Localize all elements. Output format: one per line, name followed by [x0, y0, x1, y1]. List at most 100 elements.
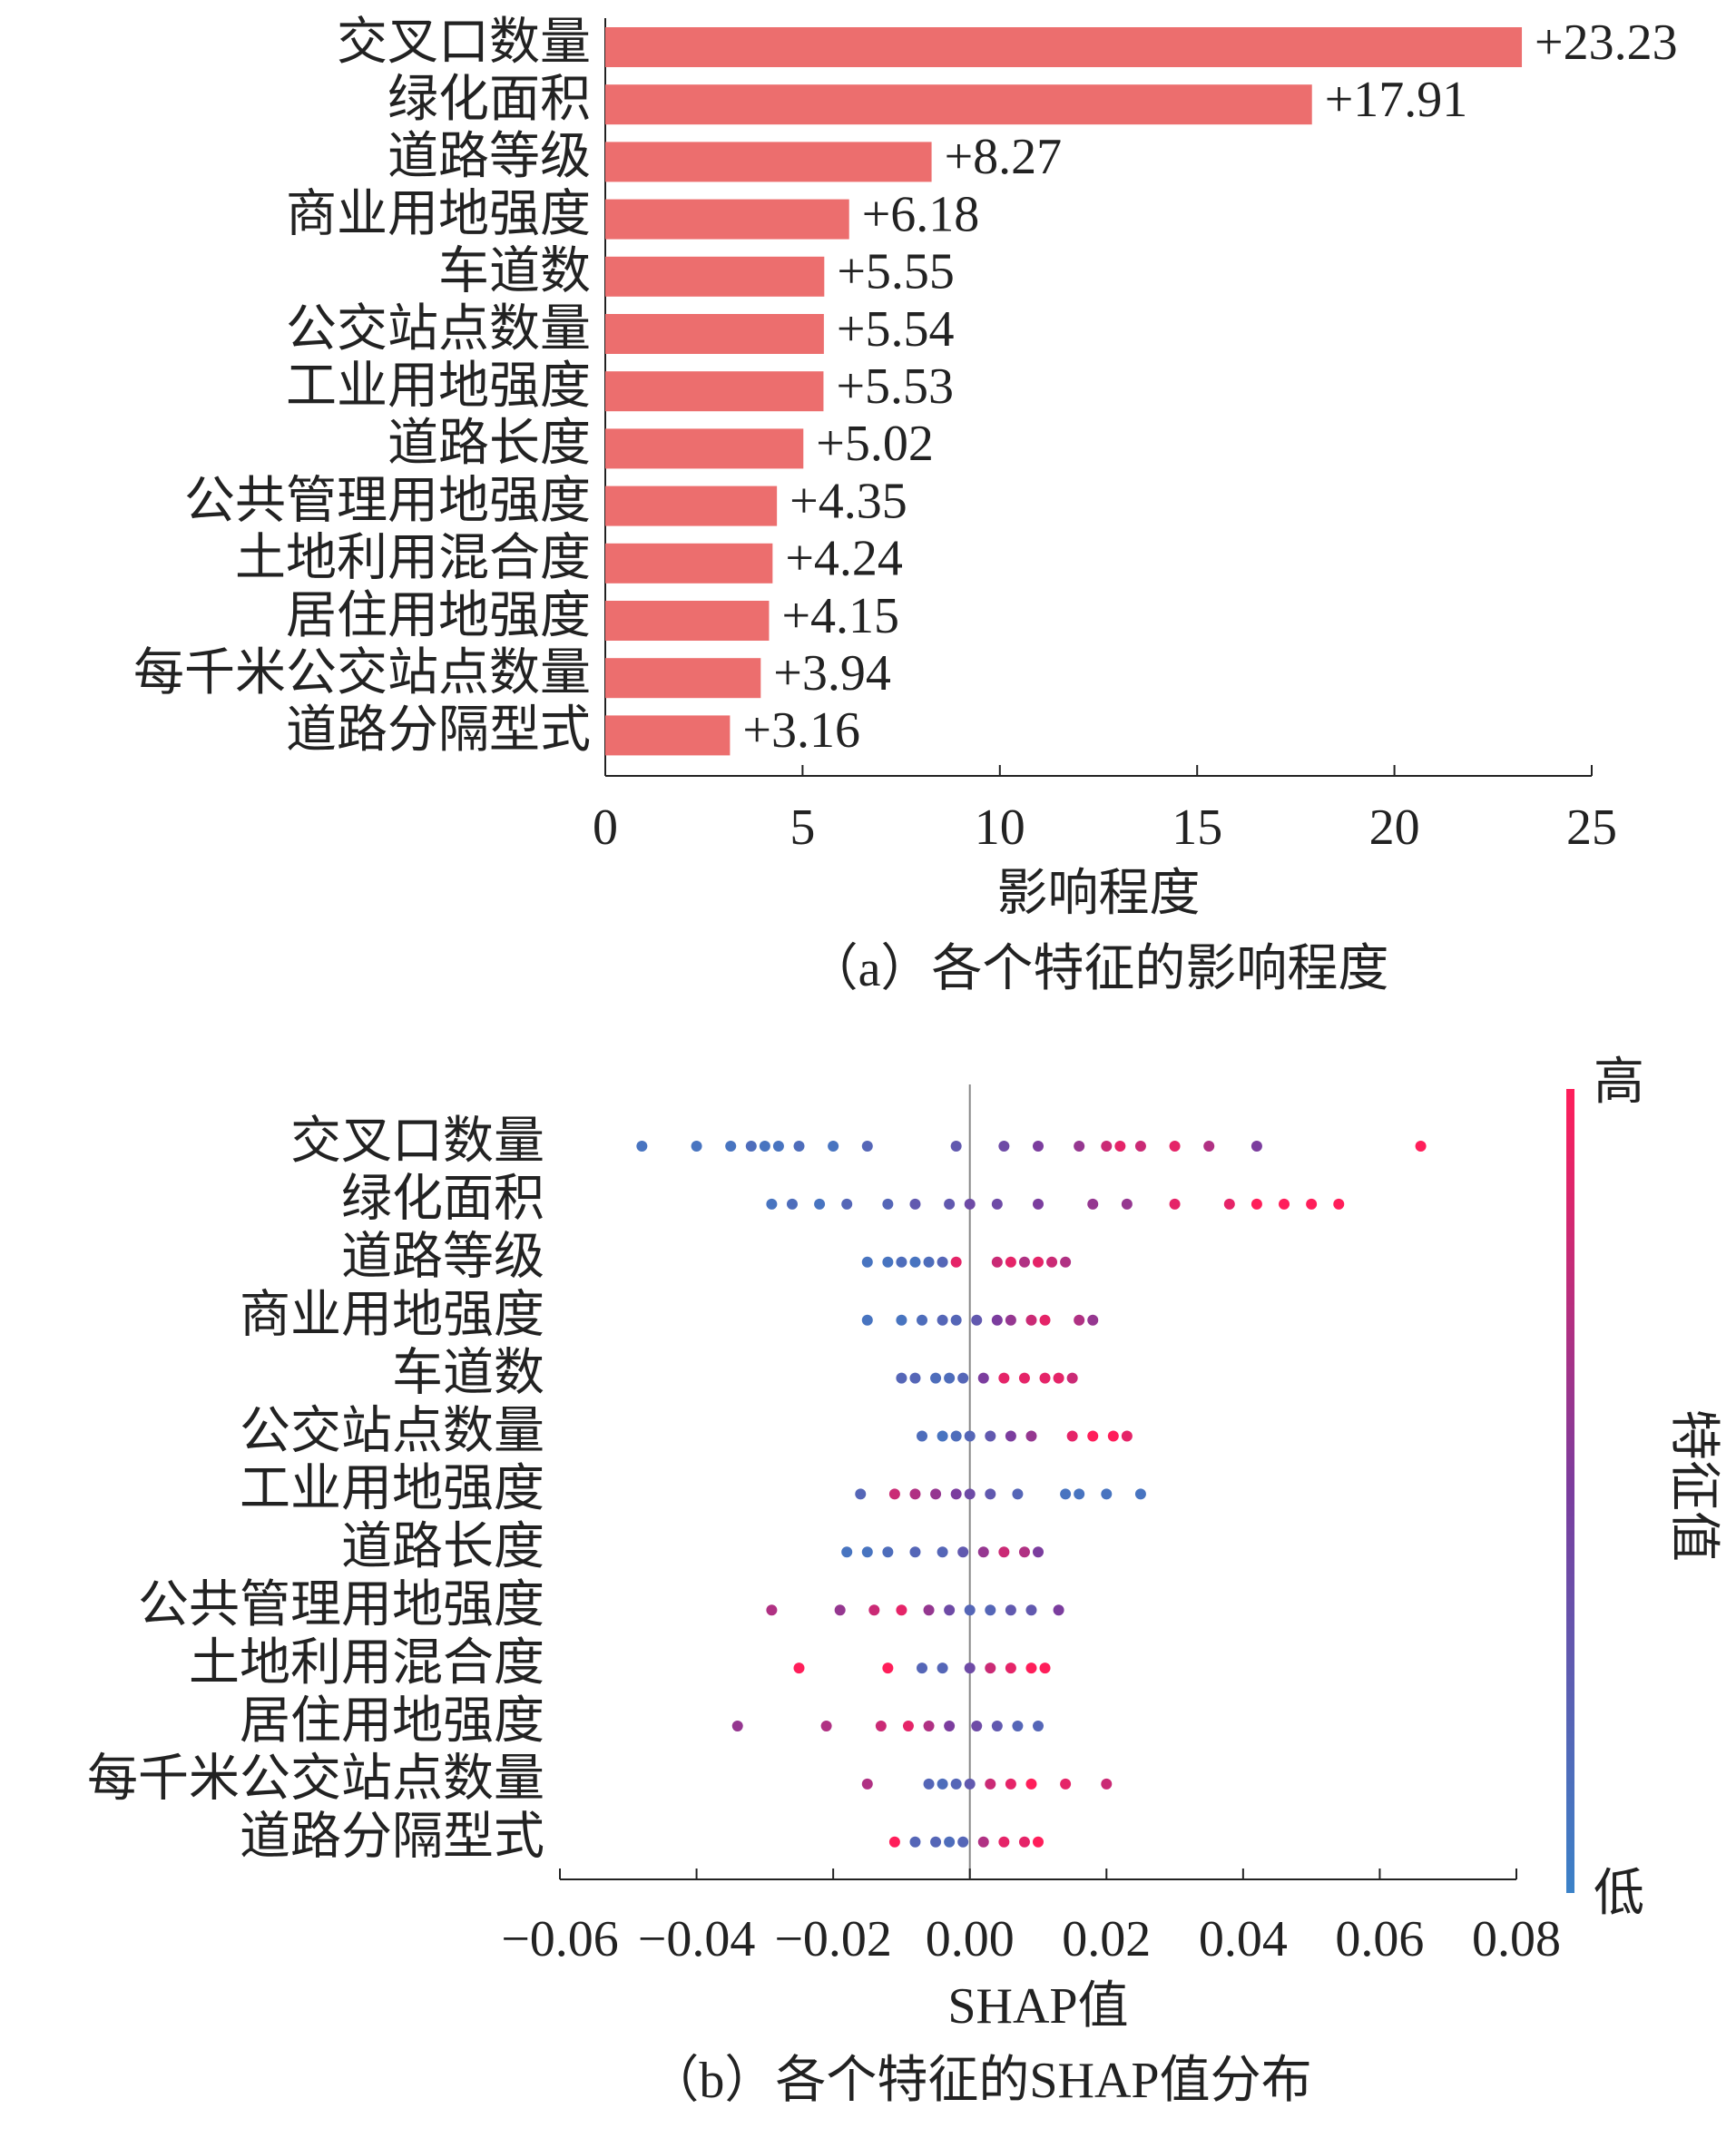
shap-point — [1101, 1488, 1113, 1500]
value-label: +3.94 — [773, 645, 891, 701]
shap-point — [1025, 1314, 1037, 1326]
shap-point — [1101, 1778, 1113, 1790]
bar — [605, 314, 824, 354]
shap-point — [1012, 1721, 1024, 1731]
shap-point — [991, 1721, 1003, 1731]
category-label: 车道数 — [392, 1345, 544, 1401]
shap-point — [896, 1314, 907, 1326]
shap-point — [950, 1141, 962, 1152]
shap-point — [793, 1662, 805, 1674]
shap-point — [902, 1721, 914, 1731]
shap-point — [923, 1256, 935, 1268]
x-tick-label: 10 — [975, 799, 1025, 856]
shap-point — [1066, 1430, 1078, 1442]
shap-point — [1025, 1604, 1037, 1616]
shap-point — [636, 1141, 648, 1152]
category-label: 交叉口数量 — [290, 1113, 544, 1170]
shap-point — [909, 1836, 921, 1848]
shap-point — [1223, 1198, 1235, 1210]
shap-point — [1039, 1372, 1051, 1384]
shap-point — [944, 1198, 956, 1210]
shap-point — [1101, 1141, 1113, 1152]
shap-point — [1025, 1662, 1037, 1674]
bar — [605, 601, 770, 641]
shap-point — [909, 1256, 921, 1268]
shap-point — [1039, 1314, 1051, 1326]
shap-point — [964, 1604, 976, 1616]
shap-point — [814, 1198, 826, 1210]
colorbar-high: 高 — [1594, 1054, 1644, 1111]
shap-point — [944, 1604, 956, 1616]
x-tick-label: 5 — [790, 799, 815, 856]
shap-point — [917, 1662, 928, 1674]
shap-point — [964, 1778, 976, 1790]
shap-point — [998, 1141, 1010, 1152]
caption: （a）各个特征的影响程度 — [808, 941, 1389, 997]
shap-point — [1074, 1141, 1085, 1152]
category-label: 工业用地强度 — [286, 358, 591, 415]
shap-point — [888, 1488, 900, 1500]
category-label: 商业用地强度 — [240, 1288, 544, 1344]
shap-point — [828, 1141, 839, 1152]
shap-point — [1060, 1488, 1072, 1500]
bar — [605, 428, 804, 469]
shap-point — [971, 1721, 983, 1731]
shap-point — [1033, 1198, 1044, 1210]
shap-point — [1018, 1256, 1030, 1268]
shap-point — [944, 1836, 956, 1848]
shap-point — [957, 1372, 969, 1384]
shap-point — [745, 1141, 757, 1152]
shap-point — [861, 1778, 873, 1790]
category-label: 道路长度 — [341, 1519, 544, 1575]
shap-point — [944, 1372, 956, 1384]
shap-point — [1005, 1256, 1016, 1268]
value-label: +4.35 — [790, 473, 907, 529]
shap-point — [1251, 1141, 1262, 1152]
category-label: 土地利用混合度 — [189, 1635, 544, 1692]
shap-point — [1005, 1604, 1016, 1616]
shap-point — [1134, 1488, 1146, 1500]
shap-point — [861, 1314, 873, 1326]
shap-point — [1107, 1430, 1119, 1442]
shap-point — [1306, 1198, 1318, 1210]
shap-point — [1033, 1721, 1044, 1731]
category-label: 道路分隔型式 — [286, 702, 591, 759]
shap-point — [998, 1546, 1010, 1558]
bar — [605, 84, 1312, 125]
shap-point — [985, 1604, 996, 1616]
shap-point — [861, 1141, 873, 1152]
value-label: +3.16 — [742, 702, 860, 759]
shap-point — [1018, 1546, 1030, 1558]
shap-point — [971, 1314, 983, 1326]
x-tick-label: 15 — [1172, 799, 1222, 856]
shap-point — [985, 1778, 996, 1790]
bar — [605, 371, 824, 412]
caption: （b）各个特征的SHAP值分布 — [648, 2053, 1311, 2109]
shap-point — [937, 1314, 948, 1326]
shap-point — [909, 1488, 921, 1500]
shap-point — [793, 1141, 805, 1152]
shap-point — [875, 1721, 887, 1731]
x-axis-label: 影响程度 — [997, 866, 1201, 922]
bar — [605, 256, 825, 297]
category-label: 居住用地强度 — [286, 588, 591, 644]
shap-point — [1033, 1256, 1044, 1268]
category-label: 公交站点数量 — [240, 1403, 544, 1459]
bar — [605, 715, 731, 756]
x-tick-label: 25 — [1566, 799, 1617, 856]
category-label: 道路分隔型式 — [240, 1810, 544, 1866]
colorbar — [1566, 1089, 1574, 1893]
shap-point — [950, 1778, 962, 1790]
bar — [605, 199, 849, 240]
x-tick-label: −0.02 — [774, 1911, 892, 1967]
shap-point — [1074, 1314, 1085, 1326]
shap-point — [1074, 1488, 1085, 1500]
shap-point — [1018, 1836, 1030, 1848]
shap-point — [731, 1721, 743, 1731]
shap-point — [882, 1256, 894, 1268]
shap-point — [1033, 1141, 1044, 1152]
shap-point — [1203, 1141, 1215, 1152]
shap-point — [1066, 1372, 1078, 1384]
shap-point — [950, 1314, 962, 1326]
